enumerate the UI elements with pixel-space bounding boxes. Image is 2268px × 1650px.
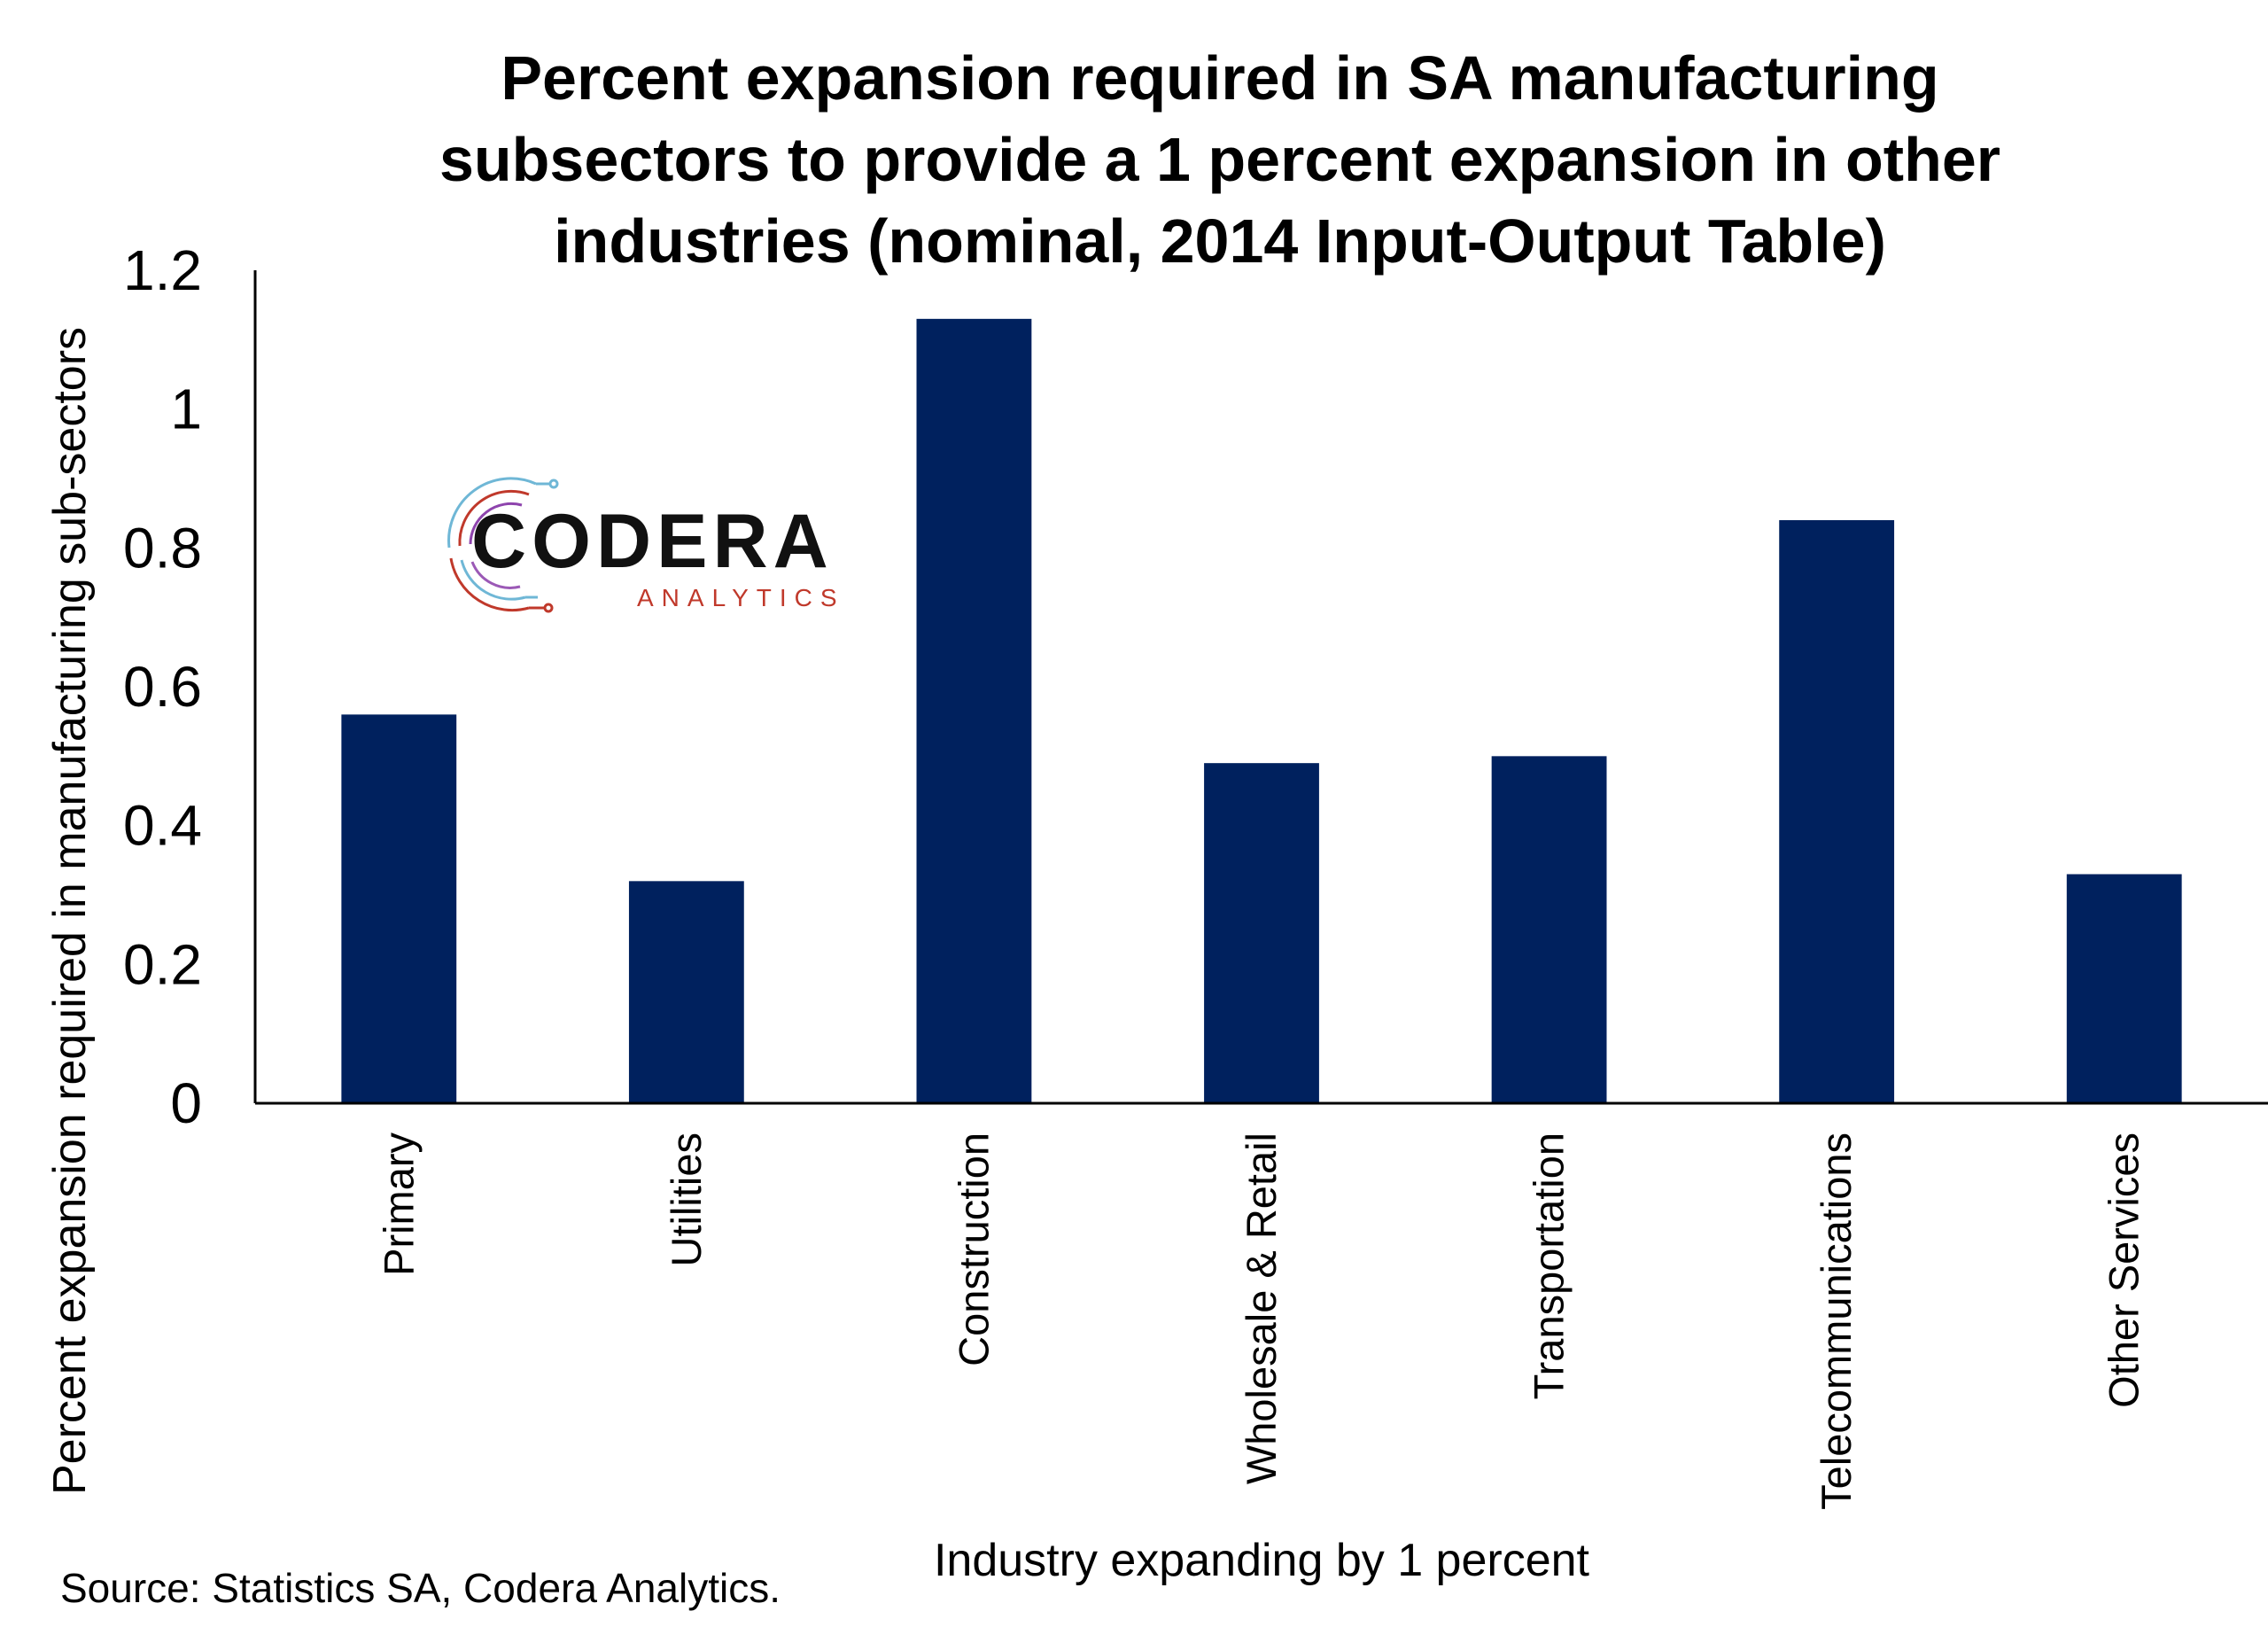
codera-logo: CODERA ANALYTICS xyxy=(447,477,845,613)
bar-telecommunications xyxy=(1779,520,1895,1103)
source-note: Source: Statistics SA, Codera Analytics. xyxy=(60,1565,781,1611)
y-axis-title: Percent expansion required in manufactur… xyxy=(44,327,96,1495)
y-tick-label: 0.4 xyxy=(123,794,202,858)
bar-primary xyxy=(341,714,457,1103)
x-category-label: Wholesale & Retail xyxy=(1238,1132,1285,1484)
chart-title: Percent expansion required in SA manufac… xyxy=(337,37,2103,282)
y-tick-label: 0.8 xyxy=(123,516,202,580)
chart-title-line-2: subsectors to provide a 1 percent expans… xyxy=(439,125,2001,194)
y-tick-label: 1.2 xyxy=(123,238,202,302)
x-axis-title: Industry expanding by 1 percent xyxy=(934,1535,1590,1586)
y-axis-ticks: 0 0.2 0.4 0.6 0.8 1 1.2 xyxy=(123,238,202,1135)
x-category-label: Utilities xyxy=(663,1132,710,1266)
x-category-label: Other Services xyxy=(2101,1132,2148,1408)
x-category-label: Telecommunications xyxy=(1813,1132,1860,1510)
y-tick-label: 0 xyxy=(170,1071,202,1135)
x-category-label: Transportation xyxy=(1526,1132,1573,1399)
logo-subtitle: ANALYTICS xyxy=(637,584,845,611)
logo-wordmark: CODERA xyxy=(471,499,834,584)
bar-other-services xyxy=(2066,874,2182,1103)
bar-wholesale-retail xyxy=(1204,763,1319,1103)
bar-series xyxy=(341,318,2182,1103)
y-tick-label: 1 xyxy=(170,377,202,441)
bar-utilities xyxy=(628,881,744,1103)
x-category-label: Primary xyxy=(375,1132,422,1276)
x-axis-category-labels: Primary Utilities Construction Wholesale & … xyxy=(375,1132,2147,1510)
y-tick-label: 0.2 xyxy=(123,932,202,996)
y-tick-label: 0.6 xyxy=(123,655,202,719)
chart-title-line-3: industries (nominal, 2014 Input-Output T… xyxy=(554,206,1886,276)
x-category-label: Construction xyxy=(950,1132,997,1366)
bar-construction xyxy=(916,318,1032,1103)
chart-title-line-1: Percent expansion required in SA manufac… xyxy=(501,43,1939,113)
bar-transportation xyxy=(1491,756,1607,1103)
circuit-circle-icon xyxy=(447,477,559,613)
